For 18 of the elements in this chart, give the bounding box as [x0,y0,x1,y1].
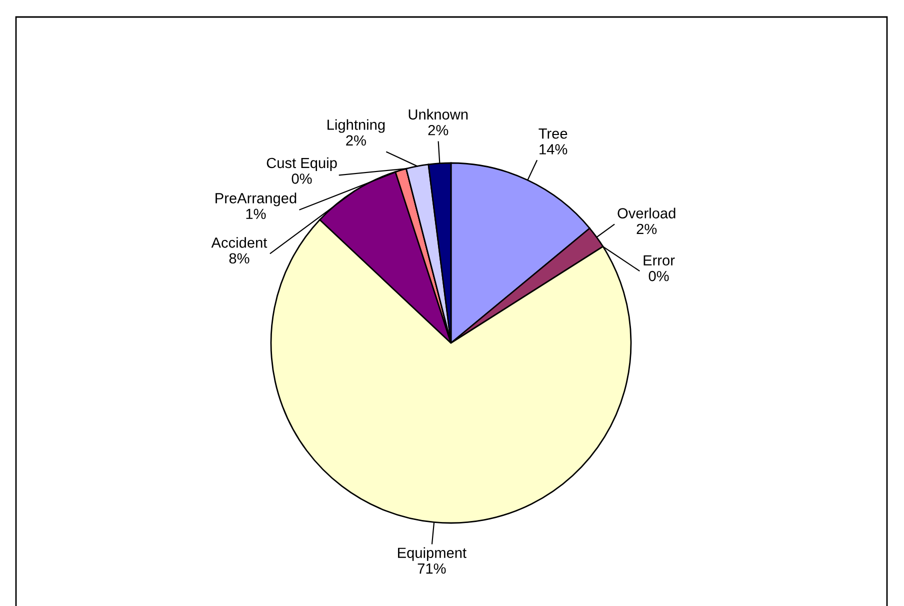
data-label: 8% [229,253,250,264]
slice-label: Accident [211,237,268,248]
category-label: Cust Equip [266,157,337,172]
slice-label: Lightning [328,119,385,133]
legend-label: Error [644,255,675,266]
slice-label: PreArranged [216,192,296,206]
slice-label: Tree [538,128,568,139]
slice-label: Overload [618,208,676,218]
data-label: 1% [246,208,266,220]
slice-label: Equipment [398,547,466,561]
data-label: 2% [346,135,366,146]
data-label: 71% [418,563,446,574]
text: 0% [648,270,669,282]
slice-label: Unknown [408,108,468,120]
data-label: 2% [636,224,657,234]
data-label: 14% [540,144,568,154]
data-label: 2% [428,124,448,136]
text: 0% [292,174,312,184]
